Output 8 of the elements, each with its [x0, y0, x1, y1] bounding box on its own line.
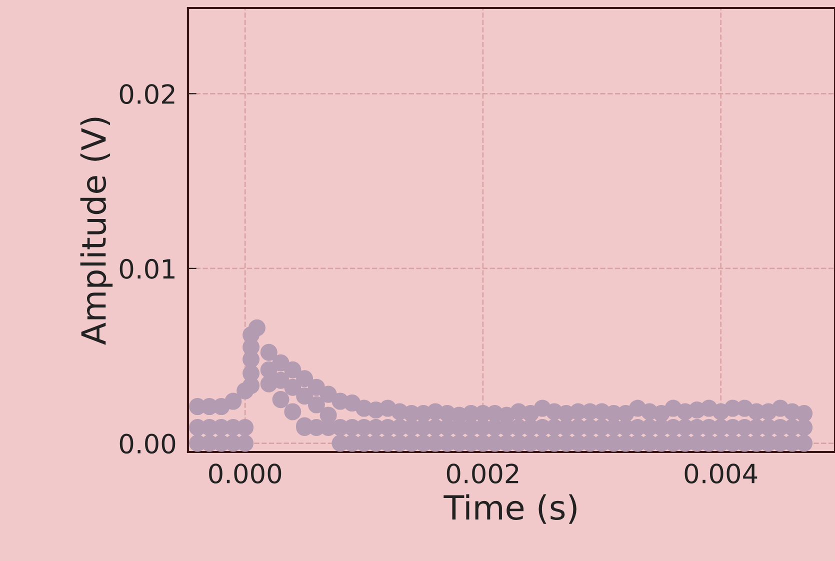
y-tick-label: 0.01	[120, 258, 174, 279]
x-tick-label: 0.002	[446, 464, 518, 484]
y-axis-title: Amplitude (V)	[80, 118, 113, 345]
x-axis-title: Time (s)	[444, 494, 576, 524]
y-tick-label: 0.00	[120, 434, 176, 454]
y-tick-label: 0.02	[120, 84, 174, 104]
x-tick-label: 0.000	[209, 464, 282, 484]
x-tick-label: 0.004	[684, 464, 758, 484]
